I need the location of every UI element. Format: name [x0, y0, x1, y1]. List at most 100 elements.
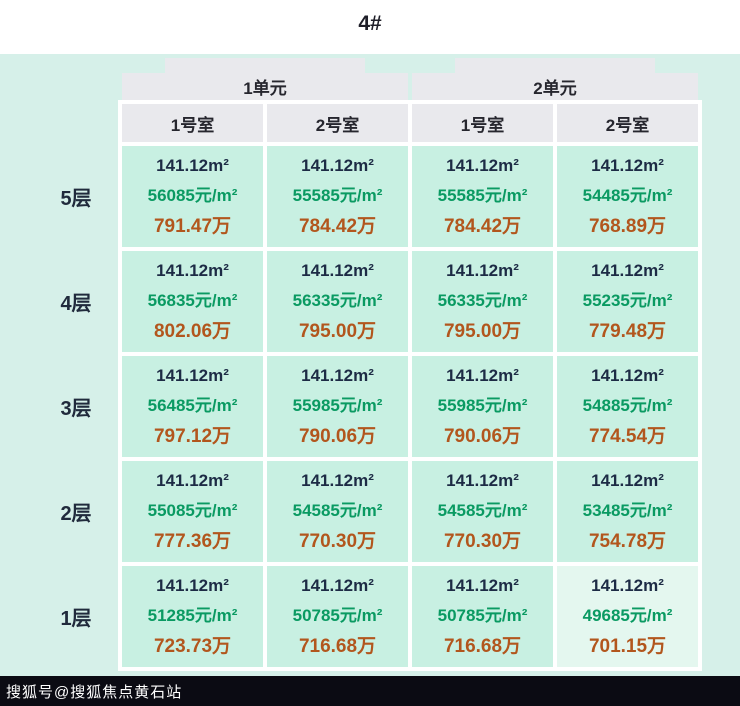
price-cell: 141.12m² 53485元/m² 754.78万	[557, 461, 698, 562]
price-cell: 141.12m² 56335元/m² 795.00万	[267, 251, 408, 352]
price-cell-highlight: 141.12m² 49685元/m² 701.15万	[557, 566, 698, 667]
price-cell-content: 141.12m² 51285元/m² 723.73万	[122, 576, 263, 658]
total-price-value: 791.47万	[153, 215, 232, 237]
unit-price-value: 50785元/m²	[437, 605, 528, 625]
area-value: 141.12m²	[446, 260, 519, 280]
total-price-value: 701.15万	[588, 635, 667, 657]
price-cell: 141.12m² 54885元/m² 774.54万	[557, 356, 698, 457]
unit-tab-1: 1单元	[122, 58, 408, 100]
floor-label: 5层	[60, 188, 92, 210]
price-cell-content: 141.12m² 56485元/m² 797.12万	[122, 366, 263, 448]
unit-price-value: 55585元/m²	[292, 185, 383, 205]
price-cell: 141.12m² 51285元/m² 723.73万	[122, 566, 263, 667]
room-header: 2号室	[557, 104, 698, 142]
area-value: 141.12m²	[156, 470, 229, 490]
unit-price-value: 54585元/m²	[437, 500, 528, 520]
total-price-value: 795.00万	[298, 320, 377, 342]
total-price-value: 770.30万	[443, 530, 522, 552]
price-cell: 141.12m² 50785元/m² 716.68万	[267, 566, 408, 667]
area-value: 141.12m²	[591, 575, 664, 595]
total-price-value: 784.42万	[443, 215, 522, 237]
area-value: 141.12m²	[301, 365, 374, 385]
table-row: 141.12m² 55085元/m² 777.36万 141.12m² 5458…	[122, 461, 698, 562]
area-value: 141.12m²	[156, 575, 229, 595]
price-cell: 141.12m² 56485元/m² 797.12万	[122, 356, 263, 457]
price-cell-content: 141.12m² 55985元/m² 790.06万	[412, 366, 553, 448]
total-price-value: 768.89万	[588, 215, 667, 237]
total-price-value: 779.48万	[588, 320, 667, 342]
watermark-text: 搜狐号@搜狐焦点黄石站	[6, 683, 183, 701]
price-cell-content: 141.12m² 54885元/m² 774.54万	[557, 366, 698, 448]
price-cell-content: 141.12m² 55985元/m² 790.06万	[267, 366, 408, 448]
table-row: 141.12m² 56835元/m² 802.06万 141.12m² 5633…	[122, 251, 698, 352]
area-value: 141.12m²	[156, 155, 229, 175]
floor-label: 1层	[60, 608, 92, 630]
total-price-value: 723.73万	[153, 635, 232, 657]
room-header-row: 1号室 2号室 1号室 2号室	[122, 104, 698, 142]
floor-label: 4层	[60, 293, 92, 315]
price-cell: 141.12m² 54585元/m² 770.30万	[267, 461, 408, 562]
total-price-value: 802.06万	[153, 320, 232, 342]
total-price-value: 790.06万	[443, 425, 522, 447]
table-row: 141.12m² 56485元/m² 797.12万 141.12m² 5598…	[122, 356, 698, 457]
price-cell-content: 141.12m² 54585元/m² 770.30万	[412, 471, 553, 553]
total-price-value: 770.30万	[298, 530, 377, 552]
price-cell: 141.12m² 55085元/m² 777.36万	[122, 461, 263, 562]
price-cell-content: 141.12m² 56835元/m² 802.06万	[122, 261, 263, 343]
watermark-bar: 搜狐号@搜狐焦点黄石站	[0, 676, 740, 706]
unit-price-value: 51285元/m²	[147, 605, 238, 625]
price-cell-content: 141.12m² 49685元/m² 701.15万	[557, 576, 698, 658]
unit-tab-label: 2单元	[412, 73, 698, 100]
floor-label-column: 5层 4层 3层 2层 1层	[34, 146, 118, 671]
price-cell: 141.12m² 56085元/m² 791.47万	[122, 146, 263, 247]
total-price-value: 774.54万	[588, 425, 667, 447]
unit-price-value: 55085元/m²	[147, 500, 238, 520]
total-price-value: 797.12万	[153, 425, 232, 447]
area-value: 141.12m²	[301, 470, 374, 490]
room-header: 2号室	[267, 104, 408, 142]
area-value: 141.12m²	[591, 470, 664, 490]
price-cell: 141.12m² 55585元/m² 784.42万	[267, 146, 408, 247]
price-cell: 141.12m² 54585元/m² 770.30万	[412, 461, 553, 562]
price-cell-content: 141.12m² 50785元/m² 716.68万	[267, 576, 408, 658]
unit-price-value: 56335元/m²	[292, 290, 383, 310]
unit-tab-label: 1单元	[122, 73, 408, 100]
price-cell-content: 141.12m² 54485元/m² 768.89万	[557, 156, 698, 238]
building-title: 4#	[358, 12, 382, 35]
price-cell-content: 141.12m² 50785元/m² 716.68万	[412, 576, 553, 658]
unit-header-row: 1单元 2单元	[122, 58, 698, 100]
total-price-value: 716.68万	[298, 635, 377, 657]
unit-price-value: 55235元/m²	[582, 290, 673, 310]
price-cell-content: 141.12m² 53485元/m² 754.78万	[557, 471, 698, 553]
table-row: 141.12m² 51285元/m² 723.73万 141.12m² 5078…	[122, 566, 698, 667]
total-price-value: 795.00万	[443, 320, 522, 342]
area-value: 141.12m²	[156, 365, 229, 385]
floor-label: 3层	[60, 398, 92, 420]
total-price-value: 716.68万	[443, 635, 522, 657]
price-cell: 141.12m² 55985元/m² 790.06万	[412, 356, 553, 457]
area-value: 141.12m²	[446, 365, 519, 385]
price-cell: 141.12m² 56335元/m² 795.00万	[412, 251, 553, 352]
area-value: 141.12m²	[301, 575, 374, 595]
area-value: 141.12m²	[591, 155, 664, 175]
unit-price-value: 55985元/m²	[292, 395, 383, 415]
price-cell-content: 141.12m² 55585元/m² 784.42万	[412, 156, 553, 238]
area-value: 141.12m²	[156, 260, 229, 280]
room-header: 1号室	[122, 104, 263, 142]
unit-price-value: 54885元/m²	[582, 395, 673, 415]
unit-price-value: 56085元/m²	[147, 185, 238, 205]
area-value: 141.12m²	[591, 365, 664, 385]
unit-price-value: 55985元/m²	[437, 395, 528, 415]
unit-tab-notch	[165, 58, 365, 73]
room-header: 1号室	[412, 104, 553, 142]
unit-price-value: 56835元/m²	[147, 290, 238, 310]
price-cell-content: 141.12m² 55085元/m² 777.36万	[122, 471, 263, 553]
price-cell: 141.12m² 55985元/m² 790.06万	[267, 356, 408, 457]
price-cell-content: 141.12m² 55585元/m² 784.42万	[267, 156, 408, 238]
area-value: 141.12m²	[446, 470, 519, 490]
area-value: 141.12m²	[591, 260, 664, 280]
unit-price-value: 55585元/m²	[437, 185, 528, 205]
unit-price-value: 56485元/m²	[147, 395, 238, 415]
unit-price-value: 49685元/m²	[582, 605, 673, 625]
price-cell: 141.12m² 56835元/m² 802.06万	[122, 251, 263, 352]
